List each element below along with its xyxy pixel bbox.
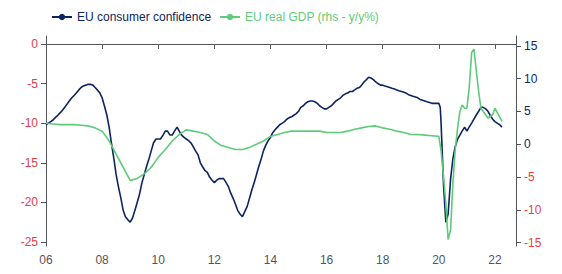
svg-text:EU real GDP (rhs - y/y%): EU real GDP (rhs - y/y%) bbox=[245, 10, 379, 24]
svg-text:10: 10 bbox=[524, 72, 538, 86]
svg-text:20: 20 bbox=[432, 253, 446, 267]
svg-text:15: 15 bbox=[524, 39, 538, 53]
svg-text:0: 0 bbox=[31, 37, 38, 51]
svg-text:EU consumer confidence: EU consumer confidence bbox=[77, 10, 211, 24]
svg-text:16: 16 bbox=[320, 253, 334, 267]
svg-text:-20: -20 bbox=[21, 195, 39, 209]
svg-text:22: 22 bbox=[488, 253, 502, 267]
svg-text:10: 10 bbox=[152, 253, 166, 267]
svg-text:-10: -10 bbox=[524, 203, 542, 217]
svg-text:08: 08 bbox=[95, 253, 109, 267]
svg-text:18: 18 bbox=[376, 253, 390, 267]
svg-text:06: 06 bbox=[39, 253, 53, 267]
svg-text:14: 14 bbox=[264, 253, 278, 267]
svg-text:-10: -10 bbox=[21, 116, 39, 130]
svg-text:-5: -5 bbox=[524, 170, 535, 184]
svg-text:5: 5 bbox=[524, 104, 531, 118]
svg-text:-25: -25 bbox=[21, 235, 39, 249]
svg-text:-15: -15 bbox=[21, 156, 39, 170]
svg-text:-5: -5 bbox=[27, 77, 38, 91]
svg-text:0: 0 bbox=[524, 137, 531, 151]
svg-text:12: 12 bbox=[208, 253, 222, 267]
svg-text:-15: -15 bbox=[524, 236, 542, 250]
